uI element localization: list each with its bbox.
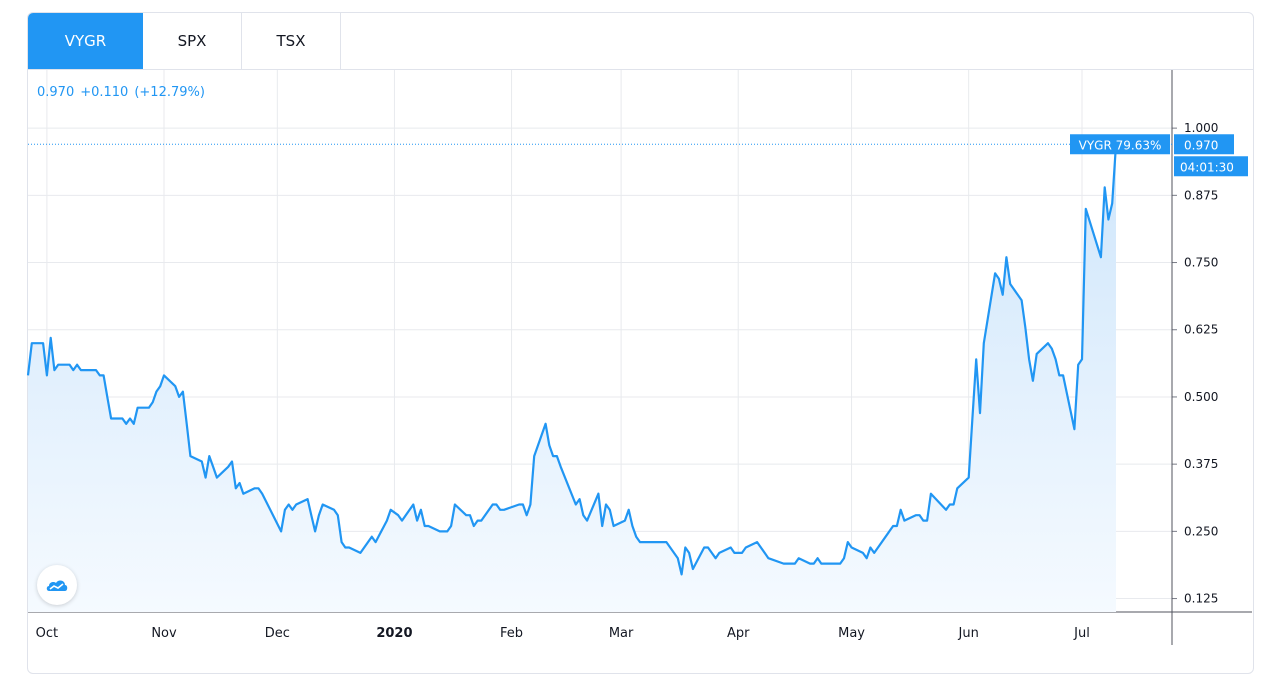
x-tick-label: May [838, 626, 865, 641]
y-tick-label: 0.375 [1184, 457, 1218, 471]
cloud-chart-icon [46, 580, 68, 591]
x-tick-label: Dec [265, 626, 290, 641]
last-price-box [1174, 134, 1234, 155]
price-chart[interactable]: 1.000 0.875 0.750 0.625 0.500 0.375 0.250 0.125… [0, 0, 1266, 657]
tab-vygr[interactable]: VYGR [28, 13, 143, 69]
y-tick-label: 0.875 [1184, 188, 1218, 202]
legend-change: +0.110 [80, 85, 129, 100]
x-tick-label: Apr [727, 626, 750, 641]
x-tick-label: Mar [609, 626, 634, 641]
y-tick-label: 0.250 [1184, 524, 1218, 538]
x-tick-label: Jul [1073, 626, 1090, 641]
countdown-box [1174, 156, 1248, 177]
symbol-tabs: VYGR SPX TSX [28, 13, 341, 69]
y-tick-label: 1.000 [1184, 121, 1218, 135]
x-tick-label: Oct [36, 626, 58, 641]
y-tick-label: 0.125 [1184, 592, 1218, 606]
x-tick-label: Jun [958, 626, 979, 641]
y-tick-label: 0.500 [1184, 390, 1218, 404]
price-legend: 0.970 +0.110 (+12.79%) [37, 85, 211, 100]
y-tick-label: 0.750 [1184, 256, 1218, 270]
x-tick-label: 2020 [376, 626, 412, 641]
tab-spx[interactable]: SPX [143, 13, 242, 69]
tradingview-logo-icon[interactable] [37, 565, 77, 605]
x-tick-label: Feb [500, 626, 523, 641]
series-label-box [1070, 134, 1170, 155]
y-tick-label: 0.625 [1184, 323, 1218, 337]
legend-price: 0.970 [37, 85, 75, 100]
legend-change-pct: (+12.79%) [134, 85, 205, 100]
last-price-label: 0.970 [1184, 138, 1218, 152]
price-line [26, 144, 1118, 576]
tab-tsx[interactable]: TSX [242, 13, 341, 69]
x-tick-label: Nov [151, 626, 177, 641]
countdown-label: 04:01:30 [1180, 160, 1234, 174]
price-area-fill [28, 144, 1116, 613]
tab-divider [28, 69, 1253, 70]
series-label-text: VYGR 79.63% [1079, 138, 1162, 152]
